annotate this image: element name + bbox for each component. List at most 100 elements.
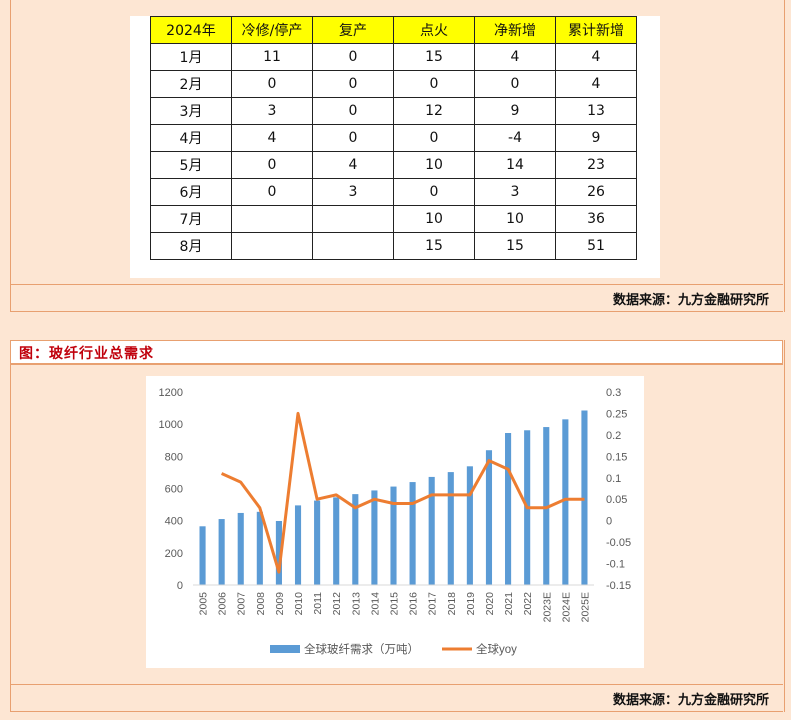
x-tick-label: 2009 — [274, 592, 286, 616]
bar — [294, 505, 302, 585]
table-cell: 15 — [393, 43, 475, 71]
table-cell: 15 — [393, 232, 475, 260]
y-right-tick-label: 0 — [606, 516, 612, 528]
bar — [543, 427, 550, 585]
bar — [390, 486, 397, 585]
y-right-tick-label: 0.15 — [606, 451, 627, 463]
table-cell: 3 — [231, 97, 313, 125]
x-tick-label: 2022 — [522, 592, 534, 616]
table-cell: -4 — [474, 124, 556, 152]
row-month-cell: 1月 — [150, 43, 232, 71]
y-left-tick-label: 600 — [165, 484, 183, 496]
y-left-tick-label: 800 — [165, 451, 183, 463]
y-right-tick-label: 0.1 — [606, 473, 621, 485]
row-month-cell: 2月 — [150, 70, 232, 98]
row-month-cell: 5月 — [150, 151, 232, 179]
table-cell: 3 — [312, 178, 394, 206]
bar — [314, 500, 321, 585]
y-right-tick-label: 0.05 — [606, 494, 627, 506]
x-tick-label: 2008 — [255, 592, 267, 616]
x-tick-label: 2025E — [579, 592, 591, 622]
table-cell: 0 — [393, 178, 475, 206]
header-cell: 累计新增 — [555, 16, 637, 44]
y-right-tick-label: 0.2 — [606, 430, 621, 442]
table-cell: 0 — [312, 97, 394, 125]
table-cell: 9 — [555, 124, 637, 152]
y-left-tick-label: 200 — [165, 548, 183, 560]
y-right-tick-label: 0.25 — [606, 408, 627, 420]
legend-bar-label: 全球玻纤需求（万吨） — [304, 642, 419, 656]
legend-line-label: 全球yoy — [476, 642, 517, 656]
x-tick-label: 2024E — [560, 592, 572, 622]
table-row: 4月 4 0 0 -4 9 — [150, 124, 637, 152]
table-container: 2024年 冷修/停产 复产 点火 净新增 累计新增 1月 11 0 15 4 4 2月 0 0… — [130, 16, 660, 278]
yoy-line — [220, 411, 585, 574]
divider — [10, 364, 783, 365]
table-cell: 9 — [474, 97, 556, 125]
legend-bar-swatch — [270, 645, 300, 653]
table-cell: 0 — [393, 70, 475, 98]
table-cell: 13 — [555, 97, 637, 125]
x-tick-label: 2010 — [293, 592, 305, 616]
bar — [409, 482, 416, 585]
figure-title: 图：玻纤行业总需求 — [10, 340, 783, 364]
table-cell: 23 — [555, 151, 637, 179]
y-right-tick-label: 0.3 — [606, 387, 621, 399]
table-cell: 12 — [393, 97, 475, 125]
y-left-tick-label: 1000 — [159, 419, 183, 431]
table-row: 7月 10 10 36 — [150, 205, 637, 233]
table-cell: 36 — [555, 205, 637, 233]
x-tick-label: 2014 — [369, 592, 381, 616]
row-month-cell: 7月 — [150, 205, 232, 233]
source-note-top: 数据来源：九方金融研究所 — [612, 293, 769, 308]
table-cell: 14 — [474, 151, 556, 179]
table-header-row: 2024年 冷修/停产 复产 点火 净新增 累计新增 — [150, 16, 637, 44]
table-cell: 11 — [231, 43, 313, 71]
x-tick-label: 2018 — [446, 592, 458, 616]
table-row: 5月 0 4 10 14 23 — [150, 151, 637, 179]
table-cell: 0 — [312, 43, 394, 71]
divider — [10, 684, 783, 685]
bar — [466, 466, 473, 585]
header-cell: 净新增 — [474, 16, 556, 44]
y-left-tick-label: 400 — [165, 516, 183, 528]
table-row: 1月 11 0 15 4 4 — [150, 43, 637, 71]
table-cell: 0 — [312, 70, 394, 98]
bar — [428, 476, 435, 585]
table-row: 3月 3 0 12 9 13 — [150, 97, 637, 125]
header-cell: 点火 — [393, 16, 475, 44]
table-cell: 4 — [231, 124, 313, 152]
x-tick-label: 2006 — [217, 592, 229, 616]
divider — [10, 711, 783, 712]
demand-chart: 0 200 400 600 800 1000 1200 -0.15 -0.1 -0.05 0 0.05… — [159, 387, 632, 656]
table-cell: 10 — [393, 151, 475, 179]
table-cell: 15 — [474, 232, 556, 260]
x-tick-label: 2020 — [484, 592, 496, 616]
x-tick-label: 2011 — [312, 592, 324, 615]
table-cell: 0 — [231, 178, 313, 206]
production-table: 2024年 冷修/停产 复产 点火 净新增 累计新增 1月 11 0 15 4 4 2月 0 0… — [150, 16, 637, 260]
bar — [237, 512, 244, 585]
table-cell: 26 — [555, 178, 637, 206]
divider — [10, 284, 783, 285]
x-tick-label: 2012 — [331, 592, 343, 616]
table-cell: 0 — [393, 124, 475, 152]
bar — [371, 490, 378, 585]
x-tick-label: 2019 — [465, 592, 477, 616]
table-cell: 0 — [312, 124, 394, 152]
table-cell — [231, 205, 313, 233]
source-note-bottom: 数据来源：九方金融研究所 — [612, 693, 769, 708]
table-cell: 4 — [474, 43, 556, 71]
bar — [447, 472, 454, 585]
x-tick-label: 2007 — [236, 592, 248, 616]
row-month-cell: 6月 — [150, 178, 232, 206]
table-row: 6月 0 3 0 3 26 — [150, 178, 637, 206]
x-tick-label: 2015 — [389, 592, 401, 616]
table-cell: 4 — [555, 43, 637, 71]
table-row: 2月 0 0 0 0 4 — [150, 70, 637, 98]
table-cell: 10 — [393, 205, 475, 233]
x-tick-label: 2017 — [427, 592, 439, 616]
y-right-tick-label: -0.15 — [606, 580, 631, 592]
bar — [199, 526, 206, 585]
header-cell: 2024年 — [150, 16, 232, 44]
